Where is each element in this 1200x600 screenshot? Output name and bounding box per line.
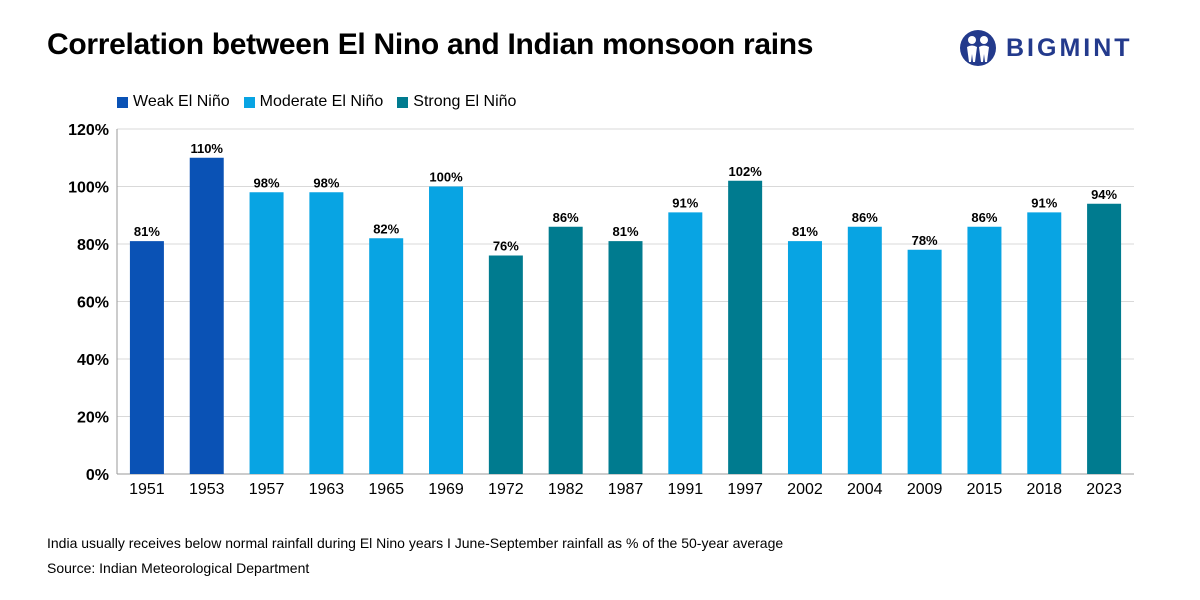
x-tick-label-1957: 1957 (249, 481, 285, 498)
x-tick-label-2004: 2004 (847, 481, 883, 498)
data-label-1953: 110% (190, 141, 223, 156)
x-tick-label-1997: 1997 (727, 481, 763, 498)
y-tick-label: 100% (68, 180, 109, 197)
legend-item-weak: Weak El Niño (117, 93, 230, 111)
legend-swatch-weak (117, 96, 128, 108)
data-label-2018: 91% (1031, 195, 1057, 210)
x-tick-label-1991: 1991 (668, 481, 704, 498)
x-tick-label-1982: 1982 (548, 481, 584, 498)
y-tick-label: 0% (86, 467, 109, 484)
data-label-1991: 91% (672, 195, 698, 210)
x-tick-label-2023: 2023 (1086, 481, 1122, 498)
data-label-1969: 100% (429, 170, 463, 185)
x-tick-label-2018: 2018 (1026, 481, 1062, 498)
data-label-1957: 98% (254, 175, 280, 190)
bar-2009 (907, 249, 942, 474)
data-label-1965: 82% (373, 221, 399, 236)
bar-1957 (249, 192, 284, 474)
bigmint-logo: BIGMINT (958, 26, 1158, 70)
bar-2018 (1027, 212, 1062, 474)
y-tick-label: 120% (68, 122, 109, 139)
x-tick-label-1953: 1953 (189, 481, 225, 498)
legend-swatch-moderate (243, 96, 255, 108)
bar-1969 (429, 186, 464, 474)
logo-text: BIGMINT (1006, 33, 1133, 62)
bar-1991 (668, 212, 703, 474)
bar-1997 (728, 180, 763, 474)
data-label-2004: 86% (852, 210, 878, 225)
data-label-1997: 102% (729, 164, 763, 179)
chart-title: Correlation between El Nino and Indian m… (47, 28, 814, 61)
x-tick-label-2015: 2015 (967, 481, 1003, 498)
bar-1951 (129, 241, 164, 474)
bar-2004 (847, 226, 882, 474)
y-tick-label: 60% (77, 295, 109, 312)
x-tick-label-1969: 1969 (428, 481, 464, 498)
x-tick-label-1965: 1965 (368, 481, 404, 498)
legend: Weak El Niño Moderate El Niño Strong El … (117, 93, 530, 111)
legend-swatch-strong (397, 96, 409, 108)
bar-2002 (787, 241, 822, 474)
x-tick-label-1951: 1951 (129, 481, 165, 498)
bar-1963 (309, 192, 344, 474)
data-label-1987: 81% (612, 224, 638, 239)
legend-label-moderate: Moderate El Niño (259, 93, 384, 110)
data-label-1963: 98% (313, 175, 339, 190)
data-label-2002: 81% (792, 224, 818, 239)
x-tick-label-1963: 1963 (309, 481, 345, 498)
legend-label-weak: Weak El Niño (133, 93, 230, 110)
data-label-1972: 76% (493, 239, 519, 254)
x-tick-label-1972: 1972 (488, 481, 524, 498)
bar-1972 (488, 255, 523, 474)
y-tick-label: 40% (77, 352, 109, 369)
x-tick-label-2002: 2002 (787, 481, 823, 498)
bar-1953 (189, 157, 224, 474)
legend-label-strong: Strong El Niño (413, 93, 517, 110)
bar-1965 (369, 238, 404, 474)
bar-1982 (548, 226, 583, 474)
y-tick-label: 20% (77, 410, 109, 427)
data-label-2015: 86% (971, 210, 997, 225)
legend-item-moderate: Moderate El Niño (243, 93, 384, 111)
bar-2023 (1087, 203, 1122, 474)
x-tick-label-1987: 1987 (608, 481, 644, 498)
data-label-2023: 94% (1091, 187, 1117, 202)
chart-source: Source: Indian Meteorological Department (47, 560, 310, 576)
chart-note: India usually receives below normal rain… (47, 535, 784, 551)
data-label-1982: 86% (553, 210, 579, 225)
bar-1987 (608, 241, 643, 474)
y-tick-label: 80% (77, 237, 109, 254)
legend-item-strong: Strong El Niño (397, 93, 516, 111)
x-tick-label-2009: 2009 (907, 481, 943, 498)
bar-2015 (967, 226, 1002, 474)
bigmint-logo-icon (960, 30, 996, 66)
data-label-1951: 81% (134, 224, 160, 239)
data-label-2009: 78% (912, 233, 938, 248)
